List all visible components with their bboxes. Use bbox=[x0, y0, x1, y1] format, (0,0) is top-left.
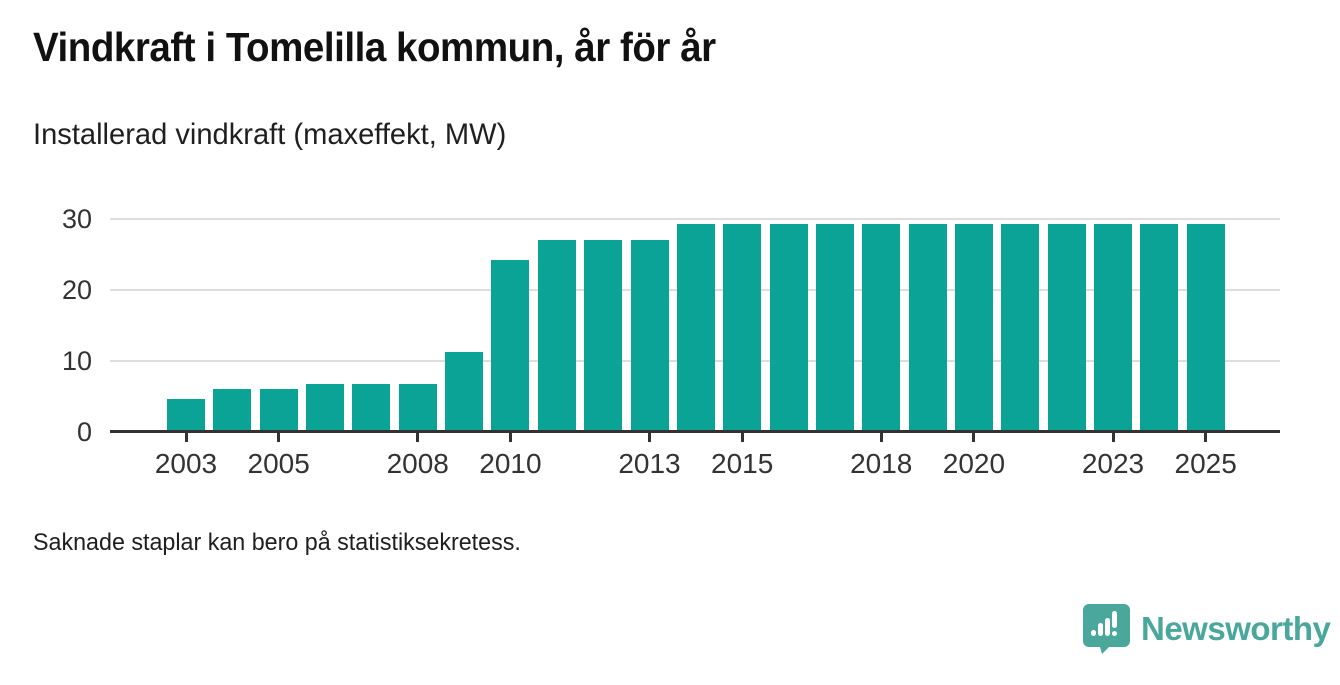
bar-2008 bbox=[398, 384, 437, 432]
newsworthy-wordmark: Newsworthy bbox=[1141, 610, 1331, 647]
bar-2012 bbox=[584, 240, 623, 432]
x-axis-tick-2015 bbox=[740, 433, 744, 442]
x-axis-tick-2003 bbox=[184, 433, 188, 442]
bar-2020 bbox=[954, 223, 993, 432]
bar-2013 bbox=[630, 240, 669, 432]
bar-2007 bbox=[352, 384, 391, 432]
bar-2024 bbox=[1140, 223, 1179, 432]
y-axis-tick-label: 20 bbox=[61, 275, 92, 305]
bar-chart-speech-bubble-icon bbox=[1083, 604, 1130, 654]
x-axis-tick-label: 2003 bbox=[154, 448, 218, 479]
y-axis-tick-label: 0 bbox=[76, 417, 92, 447]
bar-2010 bbox=[491, 260, 530, 432]
bar-2009 bbox=[445, 352, 484, 432]
x-axis-tick-2023 bbox=[1111, 433, 1115, 442]
bar-2003 bbox=[167, 398, 205, 432]
bar-2006 bbox=[306, 384, 345, 432]
bar-2023 bbox=[1094, 223, 1132, 432]
x-axis-line bbox=[110, 430, 1280, 433]
x-axis-tick-2013 bbox=[648, 433, 651, 442]
y-axis-tick-label: 30 bbox=[61, 204, 92, 234]
x-axis-tick-2005 bbox=[277, 433, 281, 442]
bar-2021 bbox=[1001, 223, 1040, 432]
bar-2022 bbox=[1047, 223, 1086, 432]
bar-2005 bbox=[259, 389, 298, 432]
bar-2014 bbox=[676, 223, 715, 432]
chart-title: Vindkraft i Tomelilla kommun, år för år bbox=[33, 24, 716, 70]
bar-2018 bbox=[862, 223, 901, 432]
x-axis-tick-label: 2010 bbox=[479, 448, 542, 479]
chart-footnote: Saknade staplar kan bero på statistiksek… bbox=[33, 529, 521, 556]
x-axis-tick-2018 bbox=[879, 433, 883, 442]
x-axis-tick-2008 bbox=[416, 433, 420, 442]
bar-2025 bbox=[1186, 223, 1225, 432]
bar-2004 bbox=[213, 389, 252, 432]
x-axis-tick-label: 2005 bbox=[247, 448, 310, 479]
x-axis-tick-2020 bbox=[972, 433, 976, 442]
x-axis-tick-label: 2020 bbox=[942, 448, 1006, 479]
bar-2019 bbox=[908, 223, 947, 432]
x-axis-tick-label: 2008 bbox=[386, 448, 449, 479]
x-axis-tick-label: 2018 bbox=[850, 448, 913, 479]
chart-subtitle: Installerad vindkraft (maxeffekt, MW) bbox=[33, 118, 507, 151]
bar-2016 bbox=[769, 223, 808, 432]
x-axis-tick-label: 2013 bbox=[618, 448, 681, 479]
x-axis-tick-2010 bbox=[508, 433, 512, 442]
x-axis-tick-label: 2025 bbox=[1174, 448, 1237, 479]
bar-2017 bbox=[815, 223, 854, 432]
gridline-y-30 bbox=[110, 218, 1280, 220]
x-axis-tick-label: 2015 bbox=[711, 448, 774, 479]
bar-2015 bbox=[723, 223, 762, 432]
x-axis-tick-label: 2023 bbox=[1081, 448, 1145, 479]
bar-2011 bbox=[537, 240, 576, 432]
y-axis-tick-label: 10 bbox=[61, 346, 92, 376]
x-axis-tick-2025 bbox=[1204, 433, 1208, 442]
newsworthy-logo-link[interactable]: Newsworthy bbox=[1083, 604, 1331, 654]
